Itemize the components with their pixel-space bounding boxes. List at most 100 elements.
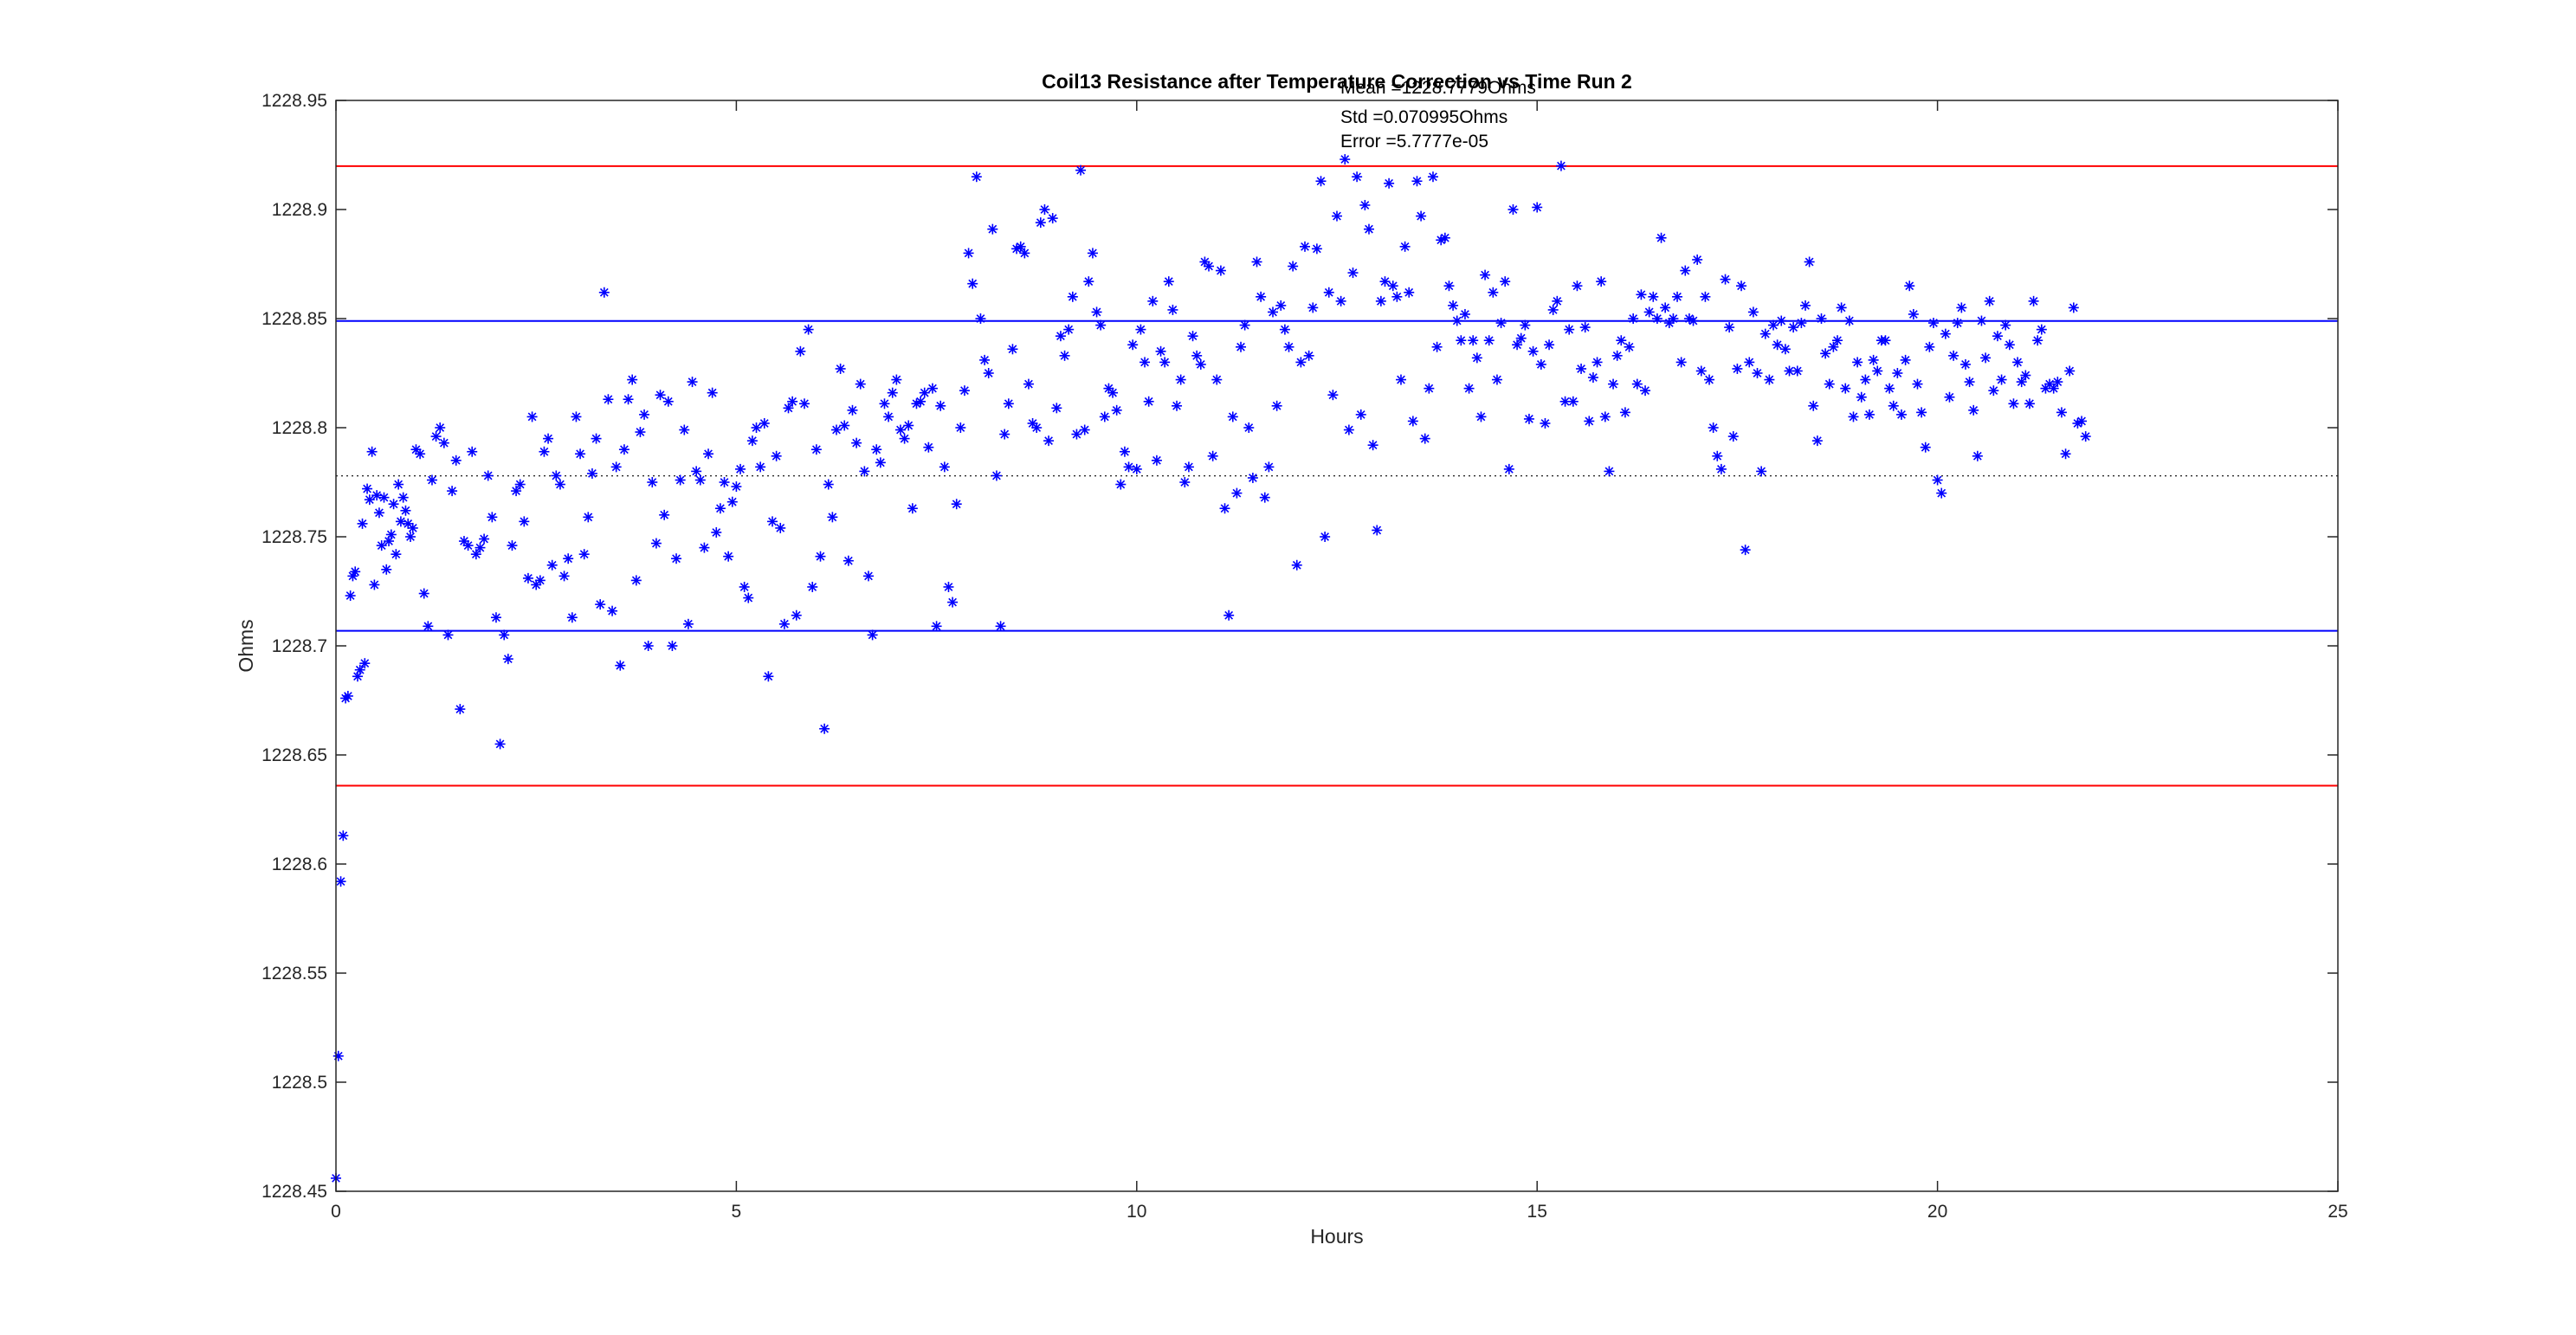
data-point: [879, 398, 890, 410]
data-point: [1251, 256, 1262, 268]
data-point: [819, 723, 830, 734]
data-point: [694, 474, 706, 486]
data-point: [851, 437, 862, 448]
data-point: [475, 542, 486, 553]
data-point: [1744, 357, 1755, 368]
data-point: [1288, 261, 1299, 272]
data-point: [1932, 474, 1943, 486]
data-point: [546, 559, 558, 571]
data-point: [1488, 287, 1499, 298]
data-point: [1788, 322, 1799, 333]
data-point: [919, 387, 930, 398]
data-point: [1315, 176, 1327, 187]
data-point: [1091, 306, 1102, 318]
data-point: [1431, 341, 1443, 352]
data-point: [1888, 400, 1899, 411]
data-point: [699, 542, 710, 553]
data-point: [1564, 324, 1575, 335]
data-point: [667, 641, 678, 651]
y-tick-label: 1228.85: [261, 309, 327, 329]
data-point: [1988, 385, 1999, 397]
data-point: [1215, 265, 1226, 276]
data-point: [1680, 265, 1691, 276]
data-point: [1172, 400, 1183, 411]
data-point: [1668, 313, 1679, 324]
mean-annotation: Mean =1228.7779Ohms: [1340, 78, 1536, 98]
data-point: [1944, 391, 1955, 403]
data-point: [426, 474, 437, 486]
data-point: [943, 581, 954, 592]
data-point: [839, 420, 850, 431]
y-tick-label: 1228.7: [272, 636, 327, 656]
data-point: [1003, 398, 1014, 410]
data-point: [1948, 350, 1959, 361]
data-point: [354, 664, 365, 675]
x-tick-label: 5: [732, 1202, 742, 1222]
data-point: [1692, 254, 1703, 265]
data-point: [2068, 302, 2079, 313]
data-point: [1596, 276, 1607, 287]
data-point: [393, 479, 404, 490]
data-point: [405, 532, 416, 542]
reference-lines: [336, 164, 2338, 787]
data-point: [1491, 374, 1502, 385]
data-point: [763, 671, 774, 682]
data-point: [1776, 315, 1787, 326]
data-point: [1579, 322, 1591, 333]
data-point: [373, 507, 384, 519]
x-tick-label: 25: [2327, 1202, 2347, 1222]
data-point: [381, 564, 392, 575]
data-point: [1916, 407, 1927, 418]
data-point: [1800, 300, 1811, 311]
x-tick-label: 15: [1527, 1202, 1547, 1222]
data-point: [795, 345, 806, 357]
data-point: [1624, 341, 1635, 352]
data-point: [519, 516, 530, 527]
data-point: [935, 400, 946, 411]
data-point: [1191, 350, 1203, 361]
data-point: [1327, 390, 1339, 401]
data-point: [1740, 545, 1751, 556]
data-point: [1263, 461, 1275, 473]
data-point: [1656, 232, 1667, 243]
data-point: [479, 533, 490, 545]
data-point: [1964, 377, 1975, 388]
data-point: [827, 512, 838, 523]
data-point: [1291, 559, 1302, 571]
data-point: [1424, 383, 1435, 394]
data-point: [1688, 315, 1699, 326]
data-point: [1660, 302, 1671, 313]
data-point: [1416, 210, 1427, 222]
data-point: [615, 660, 626, 671]
data-point: [388, 499, 399, 510]
data-point: [1920, 442, 1931, 453]
data-point: [682, 618, 694, 629]
data-point: [1055, 331, 1066, 342]
x-tick-label: 0: [331, 1202, 341, 1222]
data-point: [1508, 204, 1519, 215]
data-point: [345, 590, 356, 602]
data-point: [359, 658, 371, 669]
data-point: [1892, 368, 1903, 378]
data-point: [1107, 387, 1119, 398]
data-point: [1343, 424, 1354, 435]
data-point: [1079, 424, 1090, 435]
data-point: [1756, 466, 1767, 477]
data-point: [1187, 331, 1198, 342]
data-point: [771, 450, 782, 461]
data-point: [350, 566, 361, 577]
data-point: [583, 512, 594, 523]
data-point: [462, 540, 474, 551]
data-point: [2052, 377, 2063, 388]
data-point: [1363, 223, 1374, 235]
data-point: [1959, 358, 1971, 370]
data-point: [1836, 302, 1847, 313]
data-point: [490, 612, 501, 623]
data-point: [951, 499, 962, 510]
data-point: [1500, 276, 1511, 287]
data-point: [726, 496, 738, 507]
data-point: [435, 422, 446, 433]
data-point: [1163, 276, 1174, 287]
data-point: [1520, 319, 1531, 331]
x-tick-label: 20: [1927, 1202, 1947, 1222]
